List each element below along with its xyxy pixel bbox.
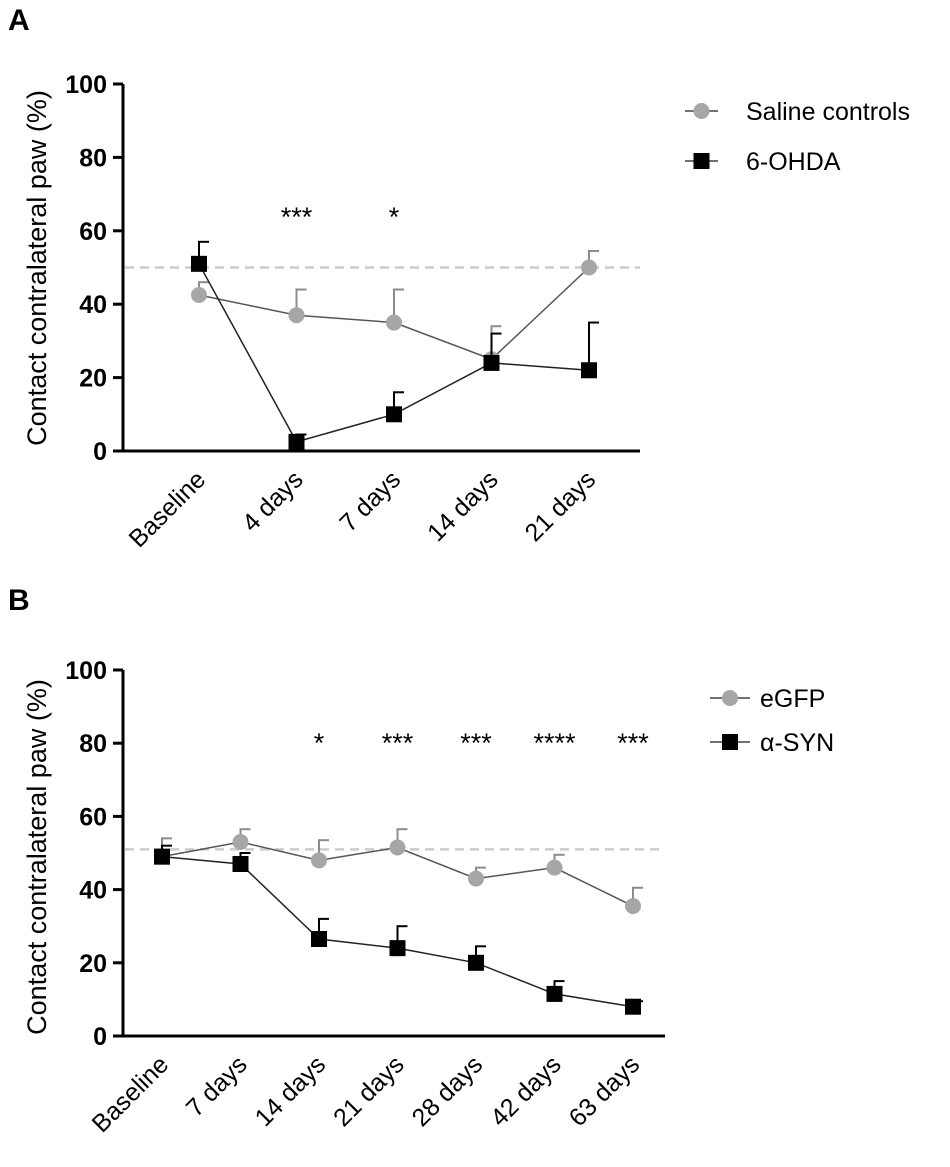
pb-series-1-point (311, 852, 327, 869)
pa-x-tick-label: 4 days (237, 465, 309, 537)
pa-y-tick-label: 60 (79, 218, 107, 246)
pb-x-tick-label: Baseline (87, 1050, 175, 1138)
pa-series-2-point (288, 433, 305, 450)
pa-y-tick-label: 0 (93, 438, 107, 466)
pa-y-tick-label: 100 (65, 71, 107, 99)
pa-series-1-point (288, 307, 305, 324)
pb-x-tick-label: 42 days (485, 1050, 567, 1132)
pb-series-1-point (546, 859, 563, 876)
pb-x-tick-label: 63 days (564, 1050, 646, 1132)
pb-legend-marker-2 (722, 734, 738, 750)
pa-series-2-point (581, 362, 597, 379)
pa-x-tick-label: 7 days (334, 465, 406, 537)
pb-significance-label: * (314, 728, 325, 758)
pb-x-tick-label: 21 days (328, 1050, 410, 1132)
pa-legend-marker-1 (693, 103, 710, 119)
pa-legend-marker-2 (693, 153, 710, 169)
pa-y-tick-label: 40 (79, 291, 107, 319)
pa-series-2-point (191, 255, 207, 272)
pa-legend-label-2: 6-OHDA (746, 148, 841, 176)
pa-series-1-point (386, 314, 402, 331)
pa-significance-label: *** (281, 202, 313, 232)
pb-y-tick-label: 100 (65, 657, 107, 685)
pa-series-2-point (483, 354, 500, 371)
pb-legend-label-2: α-SYN (760, 729, 834, 757)
pa-y-tick-label: 20 (79, 365, 107, 393)
pa-x-tick-label: 14 days (422, 465, 504, 547)
pa-y-tick-label: 80 (79, 144, 107, 172)
pa-series-1-point (191, 287, 207, 304)
pb-series-1-point (232, 834, 249, 851)
pb-series-2-point (468, 954, 484, 971)
pb-series-1-point (625, 898, 641, 915)
pb-series-1-point (389, 839, 406, 856)
pb-x-tick-label: 28 days (407, 1050, 489, 1132)
pa-significance-label: * (389, 202, 400, 232)
pb-y-tick-label: 40 (79, 877, 107, 905)
pa-series-2-point (386, 406, 402, 423)
pa-legend-label-1: Saline controls (746, 98, 910, 126)
pb-significance-label: *** (382, 728, 414, 758)
pb-y-tick-label: 60 (79, 803, 107, 831)
pa-x-tick-label: Baseline (124, 465, 212, 553)
pb-x-tick-label: 7 days (181, 1050, 253, 1122)
panel-a: A Contact contralateral paw (%) 0 20 40 60 8… (8, 4, 910, 553)
panel-b: B Contact contralateral paw (%) 0 20 40 60 8… (8, 584, 834, 1138)
pb-series-1-point (468, 870, 484, 887)
y-axis-label-a: Contact contralateral paw (%) (22, 90, 52, 446)
pb-legend-marker-1 (722, 690, 738, 706)
pb-y-tick-label: 80 (79, 730, 107, 758)
pb-significance-label: **** (533, 728, 576, 758)
pb-significance-label: *** (617, 728, 649, 758)
pb-legend-label-1: eGFP (760, 685, 825, 713)
pb-significance-label: *** (460, 728, 492, 758)
y-axis-label-b: Contact contralateral paw (%) (22, 679, 52, 1035)
pb-series-2-point (546, 985, 563, 1002)
panel-letter-b: B (8, 584, 30, 617)
panel-letter-a: A (8, 4, 30, 37)
pb-series-2-point (625, 998, 641, 1015)
pb-series-2-point (154, 848, 170, 865)
pb-x-tick-label: 14 days (250, 1050, 332, 1132)
pb-y-tick-label: 20 (79, 950, 107, 978)
pb-series-2-point (232, 855, 249, 872)
pb-series-2-point (311, 931, 327, 948)
pa-series-1-point (581, 259, 597, 276)
pb-y-tick-label: 0 (93, 1023, 107, 1051)
pa-x-tick-label: 21 days (520, 465, 602, 547)
pb-series-2-point (389, 940, 406, 957)
